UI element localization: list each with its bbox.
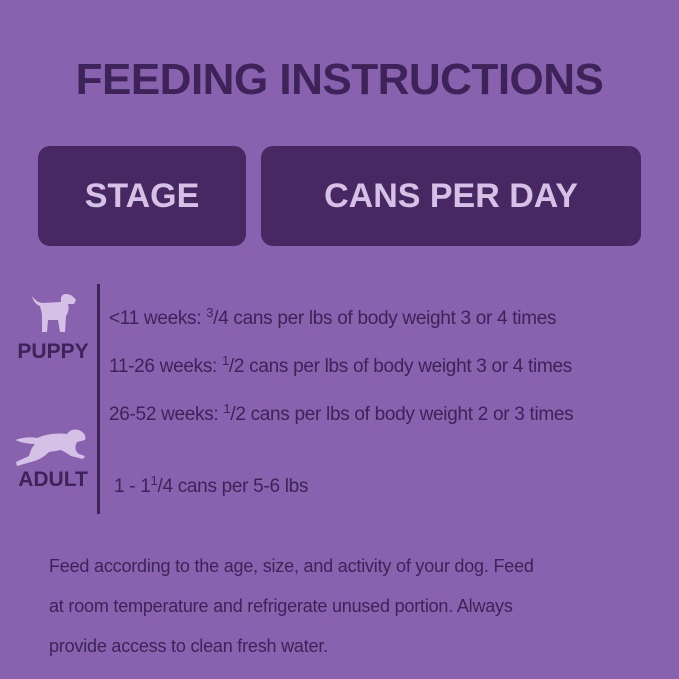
cans-per-day-header: CANS PER DAY (261, 146, 641, 246)
puppy-icon (32, 294, 76, 332)
footer-note: Feed according to the age, size, and act… (49, 556, 534, 656)
feeding-row: 26-52 weeks: 1/2 cans per lbs of body we… (109, 401, 574, 425)
running-dog-icon (15, 429, 86, 466)
feeding-row: <11 weeks: 3/4 cans per lbs of body weig… (109, 305, 557, 329)
page-title: FEEDING INSTRUCTIONS (75, 55, 604, 104)
feeding-row-adult: 1 - 11/4 cans per 5-6 lbs (114, 473, 309, 497)
divider (97, 284, 100, 514)
stage-label-puppy: PUPPY (17, 340, 89, 363)
stage-header: STAGE (38, 146, 246, 246)
stage-label-adult: ADULT (18, 468, 88, 491)
feeding-row: 11-26 weeks: 1/2 cans per lbs of body we… (109, 353, 572, 377)
